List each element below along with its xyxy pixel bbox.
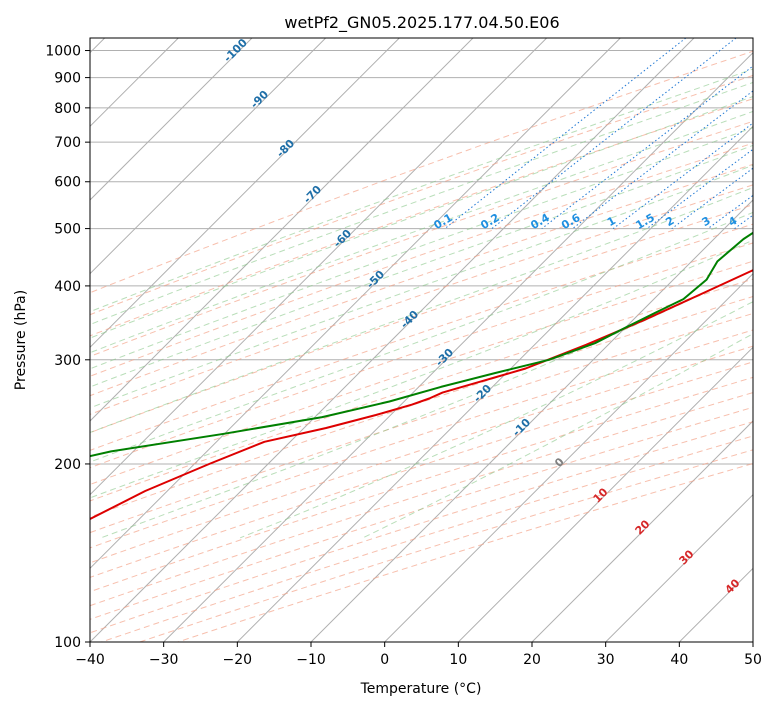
isotherm-line <box>90 38 400 349</box>
isotherm-line <box>457 346 753 642</box>
y-tick-label: 1000 <box>45 44 81 60</box>
y-axis-title: Pressure (hPa) <box>13 290 29 390</box>
moist-adiabat-line <box>90 144 753 388</box>
dewpoint-profile-line <box>90 231 753 458</box>
isotherm-line <box>163 51 753 642</box>
y-tick-label: 900 <box>54 71 81 87</box>
mixing-ratio-line <box>671 167 753 230</box>
moist-adiabat-line <box>90 186 753 434</box>
isotherm-line <box>90 38 474 422</box>
moist-adiabat-line <box>90 81 753 326</box>
y-tick-label: 100 <box>54 635 81 651</box>
sounding-profiles <box>90 231 753 521</box>
y-axis: 1000 900 800 700 600 500 400 300 200 100 <box>45 44 90 651</box>
x-tick-label: 0 <box>380 652 389 668</box>
chart-title: wetPf2_GN05.2025.177.04.50.E06 <box>284 13 559 33</box>
y-tick-label: 400 <box>54 279 81 295</box>
dry-adiabat-line <box>90 242 753 469</box>
dry-adiabat-line <box>90 74 753 316</box>
y-tick-label: 500 <box>54 222 81 238</box>
thermodynamic-background-lines <box>90 38 753 642</box>
dry-adiabat-line <box>90 163 753 397</box>
x-tick-label: 40 <box>670 652 688 668</box>
dry-adiabat-line <box>90 120 753 357</box>
dry-adiabat-line <box>90 312 753 534</box>
dry-adiabat-line <box>90 329 753 549</box>
isotherm-line <box>310 199 753 642</box>
dry-adiabat-line <box>90 184 753 415</box>
x-tick-label: 50 <box>744 652 762 668</box>
x-axis-title: Temperature (°C) <box>360 681 482 697</box>
x-tick-label: −40 <box>75 652 105 668</box>
plot-frame <box>89 37 754 643</box>
isotherm-line <box>90 38 621 570</box>
isotherm-line <box>384 272 753 642</box>
mixing-ratio-line <box>541 65 753 229</box>
x-tick-label: 20 <box>523 652 541 668</box>
isotherm-line <box>90 38 548 496</box>
x-tick-label: −10 <box>296 652 326 668</box>
x-tick-label: −30 <box>149 652 179 668</box>
isotherm-line <box>236 125 753 642</box>
moist-adiabat-line <box>362 333 753 539</box>
y-tick-label: 600 <box>54 175 81 191</box>
moist-adiabat-line <box>90 110 753 354</box>
isotherm-line <box>90 38 327 275</box>
x-tick-label: 10 <box>449 652 467 668</box>
y-tick-label: 800 <box>54 101 81 117</box>
x-tick-label: −20 <box>223 652 253 668</box>
isotherm-line <box>605 493 753 642</box>
dry-adiabat-line <box>90 223 753 451</box>
y-tick-label: 700 <box>54 135 81 151</box>
isotherm-line <box>531 420 753 642</box>
dry-adiabat-line <box>90 376 753 593</box>
dry-adiabat-line <box>90 98 753 337</box>
moist-adiabat-line <box>90 68 753 313</box>
y-tick-label: 200 <box>54 457 81 473</box>
dry-adiabat-line <box>90 50 753 294</box>
dry-adiabat-line <box>90 278 753 502</box>
x-axis: −40 −30 −20 −10 0 10 20 30 40 50 <box>75 642 762 668</box>
mixing-ratio-line <box>572 90 753 229</box>
x-tick-label: 30 <box>597 652 615 668</box>
moist-adiabat-line <box>90 211 753 463</box>
isotherm-line <box>90 38 253 201</box>
temperature-profile-line <box>90 269 753 521</box>
dry-adiabat-line <box>90 142 753 377</box>
y-tick-label: 300 <box>54 353 81 369</box>
